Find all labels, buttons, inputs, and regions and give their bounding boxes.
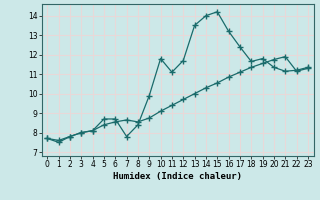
X-axis label: Humidex (Indice chaleur): Humidex (Indice chaleur) <box>113 172 242 181</box>
